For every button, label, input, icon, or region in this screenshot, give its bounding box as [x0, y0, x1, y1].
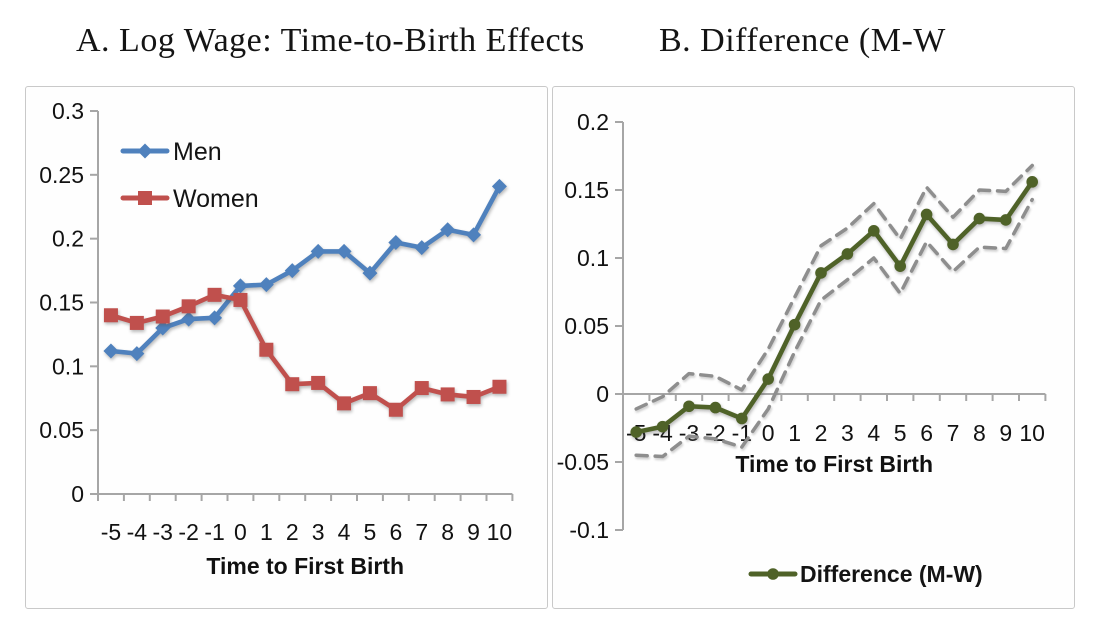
x-tick-label: 3	[841, 420, 854, 446]
y-tick-label: 0.25	[39, 162, 84, 188]
x-tick-label: 1	[260, 519, 273, 545]
x-tick-label: -3	[153, 519, 173, 545]
x-tick-label: -1	[204, 519, 224, 545]
y-tick-label: -0.05	[557, 449, 609, 475]
y-tick-label: 0	[71, 481, 84, 507]
legend-label: Men	[173, 138, 222, 166]
legend: Difference (M-W)	[748, 561, 983, 587]
x-tick-label: 7	[947, 420, 960, 446]
y-tick-label: 0.3	[52, 98, 84, 124]
x-tick-label: -4	[127, 519, 148, 545]
x-tick-label: 9	[467, 519, 480, 545]
x-tick-label: 2	[286, 519, 299, 545]
x-tick-label: 8	[973, 420, 986, 446]
x-axis-title: Time to First Birth	[735, 451, 933, 477]
y-tick-label: 0.2	[52, 226, 84, 252]
y-tick-label: 0.15	[564, 177, 609, 203]
y-tick-label: 0.1	[52, 353, 84, 379]
difference-line-chart: -0.1-0.0500.050.10.150.2-5-4-3-2-1012345…	[557, 109, 1047, 587]
legend: Men Women	[120, 138, 259, 213]
panel-a-log-wage-chart: 0 0.05 0.1 0.15 0.2 0.25 0.3 -5 -4 -3 -2 -1 0 1 2 3 4 5 6 7…	[25, 86, 548, 609]
legend-label: Women	[173, 185, 259, 213]
y-tick-label: 0.05	[564, 313, 609, 339]
x-tick-label: 8	[441, 519, 454, 545]
x-axis-title: Time to First Birth	[206, 553, 404, 579]
x-tick-label: 9	[999, 420, 1012, 446]
series-lower-95-ci	[634, 197, 1034, 459]
x-tick-label: -2	[178, 519, 198, 545]
x-tick-label: 10	[1019, 420, 1045, 446]
panel-a-title: A. Log Wage: Time-to-Birth Effects	[76, 22, 585, 59]
y-tick-label: -0.1	[569, 517, 609, 543]
y-tick-label: 0	[596, 381, 609, 407]
x-tick-label: 5	[364, 519, 377, 545]
panel-b-title: B. Difference (M-W	[659, 22, 946, 59]
x-tick-label: 0	[234, 519, 247, 545]
x-tick-label: 6	[389, 519, 402, 545]
series-men	[103, 178, 507, 362]
x-tick-label: -5	[101, 519, 121, 545]
x-tick-label: 7	[415, 519, 428, 545]
axes: 0 0.05 0.1 0.15 0.2 0.25 0.3	[39, 98, 514, 507]
x-tick-label: -3	[679, 420, 699, 446]
axes: -0.1 -0.05 0 0.05 0.1 0.15 0.2	[557, 109, 1047, 543]
y-tick-label: 0.05	[39, 417, 84, 443]
x-tick-label: 6	[920, 420, 933, 446]
x-tick-label: 10	[487, 519, 513, 545]
x-tick-label: 0	[762, 420, 775, 446]
panel-b-difference-chart: -0.1-0.0500.050.10.150.2-5-4-3-2-1012345…	[552, 86, 1075, 609]
series-women	[103, 287, 507, 417]
x-tick-label: 1	[788, 420, 801, 446]
y-tick-label: 0.2	[577, 109, 609, 135]
x-tick-label: 2	[815, 420, 828, 446]
x-tick-label: 4	[867, 420, 880, 446]
log-wage-line-chart: 00.050.10.150.20.250.3-5 -4 -3 -2 -1 0 1 2 3 4 5 6 7…	[39, 98, 514, 579]
y-tick-label: 0.15	[39, 290, 84, 316]
x-tick-label: 3	[312, 519, 325, 545]
y-tick-label: 0.1	[577, 245, 609, 271]
series-difference-m-w-	[630, 176, 1038, 438]
x-tick-label: 5	[894, 420, 907, 446]
series-upper-95-ci	[634, 163, 1034, 411]
legend-label: Difference (M-W)	[800, 561, 983, 587]
x-tick-label: 4	[338, 519, 351, 545]
